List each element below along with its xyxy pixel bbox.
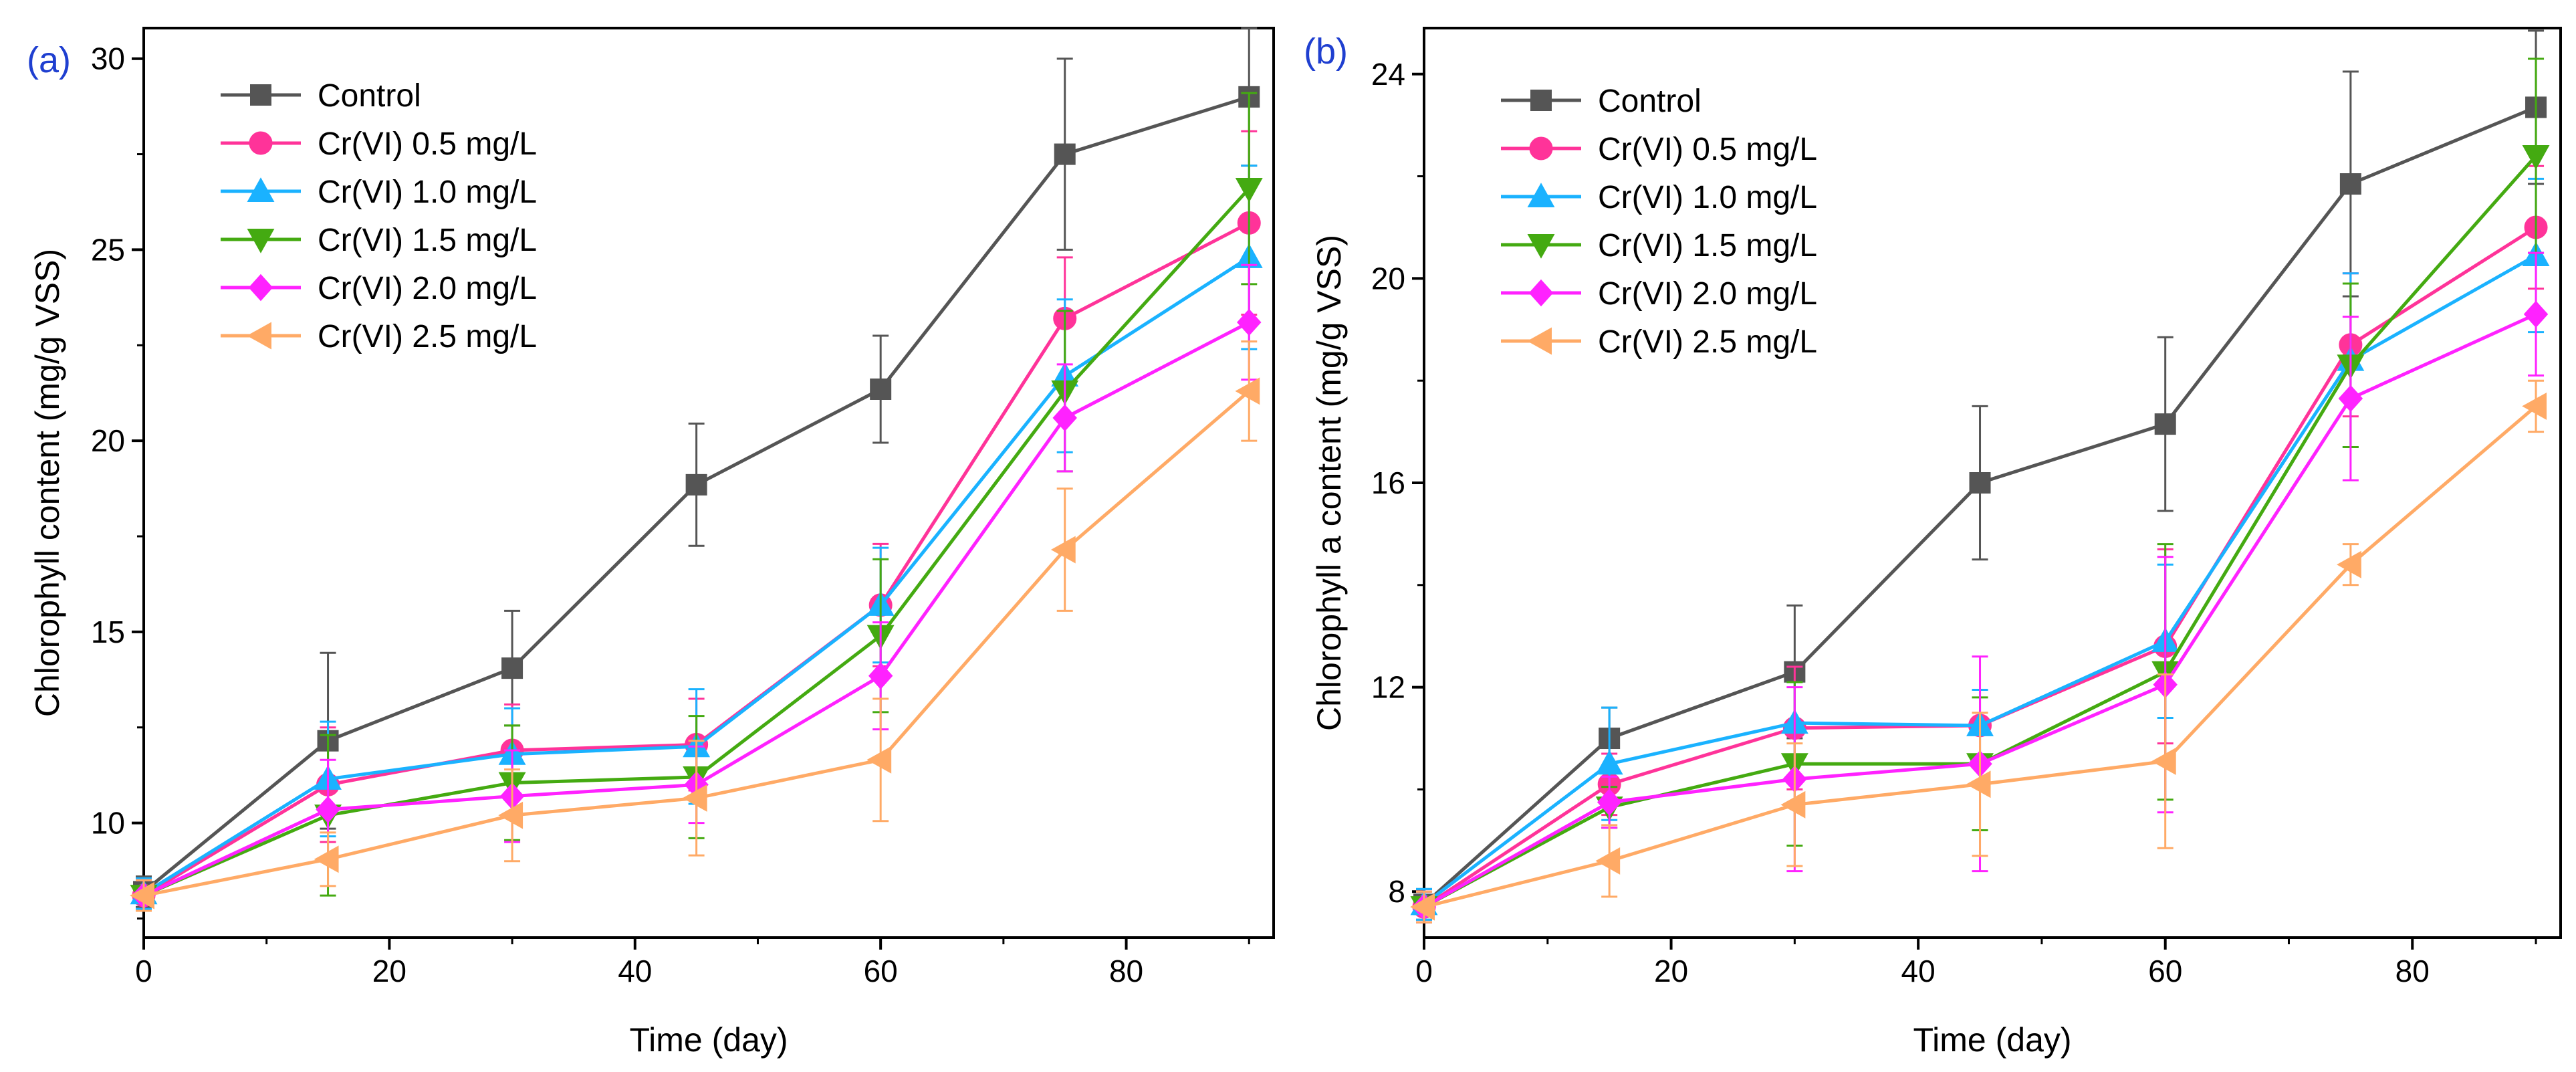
panel-a-x-tick-labels: 0 20 40 60 80 (135, 954, 1143, 988)
panel-a-x-tick-label: 80 (1109, 954, 1143, 988)
legend-marker (247, 229, 275, 253)
data-point (870, 379, 892, 400)
data-point (1410, 893, 1435, 921)
panel-a-legend-label: Cr(VI) 2.5 mg/L (318, 319, 537, 354)
panel-b-legend: Control Cr(VI) 0.5 mg/L Cr(VI) 1.0 mg/L … (1501, 84, 1817, 360)
panel-b-legend-label: Cr(VI) 2.0 mg/L (1598, 276, 1817, 312)
data-point (1235, 178, 1263, 203)
panel-b-x-tick-label: 40 (1901, 954, 1936, 988)
panel-b-series (1410, 29, 2550, 924)
panel-b-legend-label: Cr(VI) 1.5 mg/L (1598, 228, 1817, 263)
b-series-5 (1410, 379, 2547, 924)
panel-a-y-tick-labels: 10 15 20 25 30 (91, 41, 125, 841)
panel-a-x-axis-title: Time (day) (629, 1021, 788, 1059)
data-point (130, 881, 154, 909)
data-point (2337, 550, 2361, 578)
data-point (1054, 143, 1076, 165)
data-point (2522, 145, 2550, 170)
panel-a-legend-label: Control (318, 78, 421, 114)
panel-b-y-tick-label: 20 (1371, 261, 1405, 296)
data-point (685, 473, 707, 496)
data-point (682, 784, 707, 812)
legend-marker (1527, 327, 1552, 355)
data-point (866, 746, 892, 774)
legend-marker (1530, 90, 1552, 111)
panel-b-y-tick-label: 24 (1371, 57, 1405, 92)
panel-b-x-tick-label: 20 (1654, 954, 1688, 988)
panel-a-y-tick-label: 25 (91, 232, 125, 267)
panel-a-x-tick-label: 0 (135, 954, 152, 988)
legend-marker (249, 131, 273, 155)
panel-a-legend-label: Cr(VI) 1.0 mg/L (318, 175, 537, 210)
legend-marker (1527, 234, 1555, 259)
data-point (2154, 413, 2176, 435)
panel-a-legend-label: Cr(VI) 1.5 mg/L (318, 223, 537, 258)
data-point (1235, 377, 1260, 405)
data-point (2522, 392, 2547, 420)
data-point (1597, 788, 1622, 816)
panel-b-x-tick-labels: 0 20 40 60 80 (1415, 954, 2430, 988)
panel-a-legend: Control Cr(VI) 0.5 mg/L Cr(VI) 1.0 mg/L … (221, 78, 537, 354)
data-point (314, 845, 339, 873)
data-point (2523, 300, 2549, 328)
panel-a-y-tick-label: 30 (91, 41, 125, 76)
data-point (1050, 536, 1076, 564)
legend-marker (247, 322, 271, 350)
legend-marker (250, 84, 271, 106)
legend-marker (1527, 183, 1555, 207)
panel-a-y-tick-label: 10 (91, 806, 125, 841)
panel-a-ticks (132, 57, 1250, 950)
panel-b-x-axis-title: Time (day) (1913, 1021, 2071, 1059)
panel-a-series (130, 27, 1263, 912)
panel-a-plot-frame (142, 27, 1275, 939)
data-point (316, 796, 340, 823)
panel-b-legend-label: Cr(VI) 2.5 mg/L (1598, 324, 1817, 360)
panel-a-legend-label: Cr(VI) 0.5 mg/L (318, 126, 537, 162)
panel-a-y-tick-label: 15 (91, 615, 125, 649)
legend-marker (248, 274, 273, 302)
panel-b: (b) 0 20 40 60 80 8 12 16 20 24 Time (da… (1304, 27, 2562, 1059)
panel-a-x-tick-label: 60 (864, 954, 898, 988)
panel-a-x-tick-label: 40 (618, 954, 652, 988)
panel-b-x-tick-label: 80 (2395, 954, 2430, 988)
panel-a: (a) 0 20 40 60 80 10 15 20 25 30 Time (d… (27, 27, 1275, 1059)
panel-b-y-tick-label: 8 (1388, 874, 1405, 909)
panel-b-legend-label: Control (1598, 84, 1702, 119)
data-point (501, 657, 523, 679)
panel-b-y-tick-label: 16 (1371, 465, 1405, 500)
panel-b-plot-frame (1423, 27, 2562, 939)
data-point (1595, 750, 1623, 775)
data-point (498, 801, 523, 829)
panel-b-legend-label: Cr(VI) 0.5 mg/L (1598, 132, 1817, 167)
panel-b-y-tick-label: 12 (1371, 670, 1405, 705)
data-point (1052, 404, 1077, 432)
data-point (2338, 385, 2363, 413)
panel-a-label: (a) (27, 40, 71, 80)
panel-b-y-axis-title: Chlorophyll a content (mg/g VSS) (1310, 235, 1348, 731)
panel-b-x-tick-label: 0 (1415, 954, 1433, 988)
data-point (1595, 847, 1621, 875)
panel-b-y-tick-labels: 8 12 16 20 24 (1371, 57, 1405, 909)
data-point (1237, 308, 1262, 336)
data-point (1780, 790, 1806, 819)
panel-a-y-axis-title: Chlorophyll content (mg/g VSS) (29, 249, 66, 717)
panel-a-legend-label: Cr(VI) 2.0 mg/L (318, 271, 537, 306)
data-point (1969, 472, 1991, 494)
data-point (868, 662, 893, 689)
legend-marker (247, 177, 275, 202)
a-series-5 (130, 340, 1260, 912)
data-point (2339, 173, 2361, 195)
panel-a-x-tick-label: 20 (372, 954, 406, 988)
legend-marker (1529, 136, 1553, 160)
data-point (1966, 770, 1991, 798)
panel-b-label: (b) (1304, 31, 1348, 72)
panel-b-legend-label: Cr(VI) 1.0 mg/L (1598, 180, 1817, 215)
data-point (2151, 747, 2176, 775)
legend-marker (1528, 279, 1554, 307)
panel-a-y-tick-label: 20 (91, 423, 125, 458)
panel-b-x-tick-label: 60 (2148, 954, 2182, 988)
